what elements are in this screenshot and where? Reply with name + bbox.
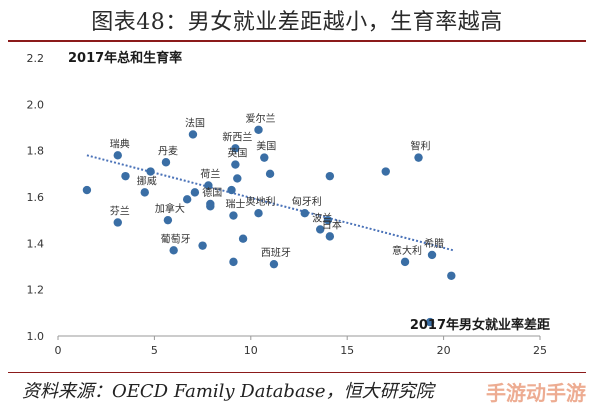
data-point <box>198 241 207 250</box>
data-point <box>381 167 390 176</box>
point-label: 美国 <box>256 140 276 153</box>
data-point <box>414 153 423 162</box>
data-point <box>163 215 173 225</box>
point-label: 奥地利 <box>246 195 276 208</box>
x-tick-label: 10 <box>244 344 258 357</box>
data-point <box>269 259 279 269</box>
point-label: 法国 <box>185 116 205 129</box>
data-point <box>323 215 333 225</box>
point-label: 英国 <box>227 147 247 160</box>
x-tick-label: 15 <box>340 344 354 357</box>
point-label: 希腊 <box>424 237 444 250</box>
x-tick-label: 0 <box>55 344 62 357</box>
data-point <box>427 250 437 260</box>
data-point <box>182 195 192 204</box>
point-label: 西班牙 <box>261 247 291 259</box>
data-point <box>227 185 236 195</box>
point-label: 新西兰 <box>222 130 252 143</box>
point-label: 丹麦 <box>158 145 178 157</box>
watermark-logo: 手游动手游 <box>486 381 586 405</box>
data-point <box>325 171 335 181</box>
trend-line <box>86 154 454 252</box>
y-tick-label: 2.2 <box>27 52 45 65</box>
data-point <box>188 130 198 139</box>
point-label: 德国 <box>202 186 222 199</box>
page-header: 图表48：男女就业差距越小，生育率越高 <box>0 0 594 44</box>
y-tick-label: 1.4 <box>27 237 45 250</box>
data-point <box>121 171 130 181</box>
data-point <box>300 209 309 218</box>
y-axis-label: 2017年总和生育率 <box>68 50 182 66</box>
data-point <box>229 211 238 220</box>
point-label: 匈牙利 <box>292 195 322 208</box>
point-label: 波兰 <box>312 211 332 224</box>
y-tick-label: 1.0 <box>27 330 45 343</box>
x-axis-label: 2017年男女就业率差距 <box>410 317 550 333</box>
data-point <box>238 234 248 243</box>
data-point <box>206 199 215 209</box>
data-point <box>82 185 92 195</box>
y-tick-label: 1.8 <box>27 145 45 158</box>
x-tick-label: 25 <box>533 344 547 357</box>
point-label: 瑞典 <box>110 137 130 150</box>
data-point <box>260 153 269 162</box>
data-point <box>140 188 149 197</box>
y-axis: 1.0 1.2 1.4 1.6 1.8 2.0 2.2 <box>27 52 45 343</box>
data-points <box>82 125 456 327</box>
data-point <box>229 257 238 267</box>
point-label: 日本 <box>322 218 342 231</box>
data-point <box>113 218 122 227</box>
data-point <box>233 174 242 183</box>
point-label: 荷兰 <box>200 167 220 180</box>
data-point <box>161 158 171 167</box>
footer-rule <box>8 372 586 373</box>
page-footer: 资料来源：OECD Family Database，恒大研究院 手游动手游 <box>0 372 594 408</box>
point-label: 爱尔兰 <box>246 112 276 125</box>
data-point <box>400 257 410 267</box>
point-label: 智利 <box>411 140 431 153</box>
page-title: 图表48：男女就业差距越小，生育率越高 <box>91 10 503 35</box>
data-point <box>169 246 178 255</box>
data-point <box>204 181 213 190</box>
point-label: 挪威 <box>137 174 157 187</box>
data-point <box>146 167 155 176</box>
source-note: 资料来源：OECD Family Database，恒大研究院 <box>22 381 434 402</box>
title-rule <box>8 40 586 42</box>
data-point <box>190 188 200 197</box>
data-point <box>265 169 275 179</box>
point-label: 芬兰 <box>110 204 130 217</box>
point-label: 葡萄牙 <box>161 232 191 245</box>
y-tick-label: 1.2 <box>27 284 45 297</box>
data-point <box>231 144 240 153</box>
data-point <box>113 151 122 160</box>
point-label: 加拿大 <box>155 202 185 215</box>
y-tick-label: 1.6 <box>27 191 45 204</box>
scatter-chart: 1.0 1.2 1.4 1.6 1.8 2.0 2.2 0 5 10 15 20 25 瑞典 法国新西兰… <box>27 50 551 357</box>
x-axis: 0 5 10 15 20 25 <box>55 336 547 357</box>
data-point <box>231 160 240 169</box>
point-label: 瑞士 <box>225 198 245 211</box>
data-point <box>316 225 325 234</box>
data-point <box>447 271 456 280</box>
point-label: 意大利 <box>392 244 422 257</box>
x-tick-label: 20 <box>437 344 451 357</box>
x-tick-label: 5 <box>151 344 158 357</box>
data-point <box>425 317 435 327</box>
data-point <box>254 125 263 135</box>
data-point <box>325 232 335 241</box>
y-tick-label: 2.0 <box>27 98 45 111</box>
data-point <box>254 209 263 218</box>
